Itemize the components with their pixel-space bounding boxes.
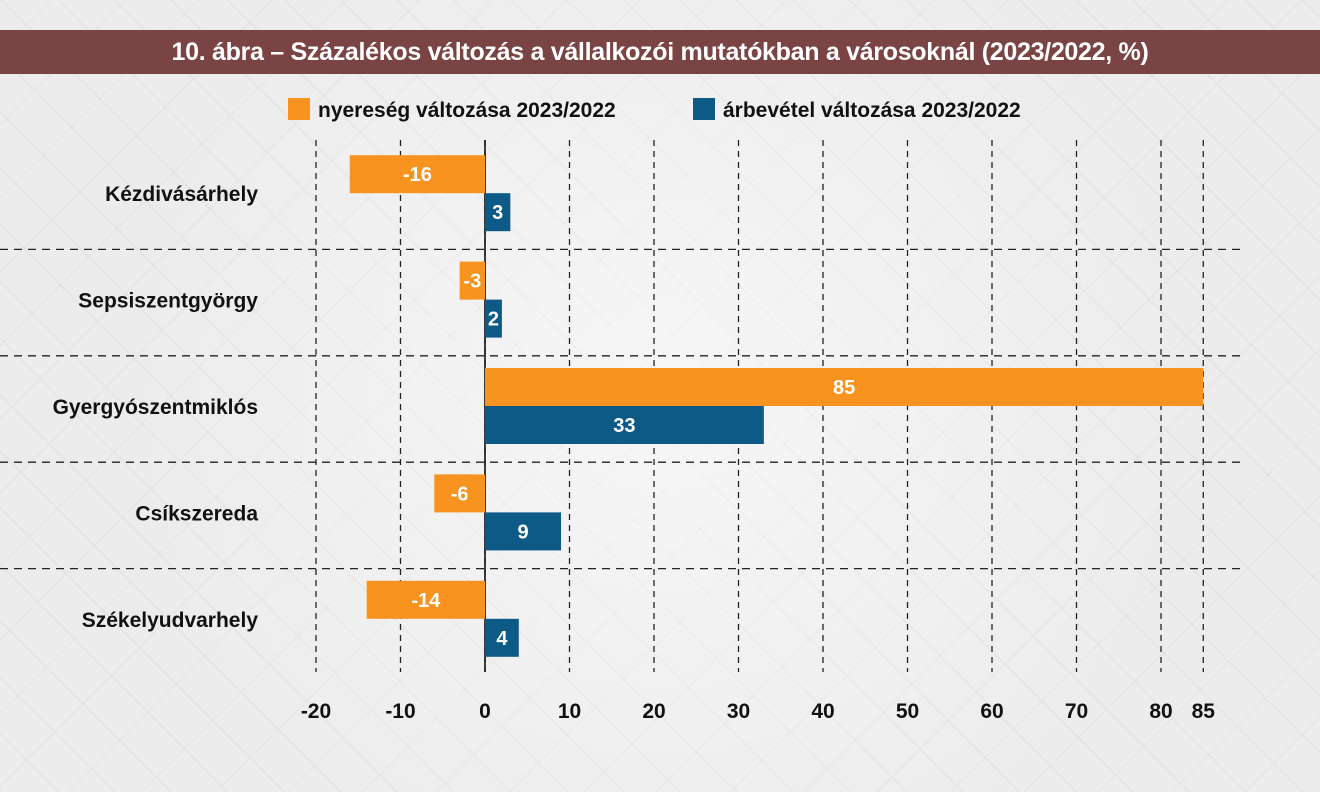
data-label: 3	[492, 202, 503, 224]
bar-arbevetel	[485, 512, 562, 551]
data-label: -14	[411, 590, 441, 612]
x-tick-label: 60	[980, 700, 1003, 723]
bar-arbevetel	[485, 618, 519, 657]
bar-nyereseg	[349, 155, 485, 194]
x-tick-label: 0	[479, 700, 491, 723]
chart-title: 10. ábra – Százalékos változás a vállalk…	[0, 30, 1320, 74]
x-tick-label: 80	[1149, 700, 1172, 723]
legend: nyereség változása 2023/2022 árbevétel vá…	[288, 98, 1021, 122]
legend-swatch	[288, 98, 310, 120]
bar-arbevetel	[485, 406, 764, 444]
category-label: Székelyudvarhely	[82, 609, 259, 632]
data-label: 4	[496, 628, 508, 650]
data-label: 33	[613, 415, 635, 437]
x-tick-label: 70	[1065, 700, 1088, 723]
bar-arbevetel	[485, 299, 502, 338]
data-label: -16	[403, 164, 432, 186]
bar-nyereseg	[459, 261, 485, 300]
data-label: 2	[488, 309, 499, 331]
bar-nyereseg	[485, 368, 1204, 406]
bars	[349, 155, 1204, 657]
x-tick-label: -10	[385, 700, 415, 723]
bar-nyereseg	[434, 474, 485, 513]
data-label: -6	[451, 483, 469, 505]
bar-arbevetel	[485, 193, 511, 232]
x-tick-label: 20	[642, 700, 665, 723]
x-tick-label: 85	[1192, 700, 1216, 723]
x-tick-label: 10	[558, 700, 581, 723]
legend-label: árbevétel változása 2023/2022	[723, 99, 1021, 122]
legend-label: nyereség változása 2023/2022	[318, 99, 616, 122]
category-label: Sepsiszentgyörgy	[78, 290, 258, 313]
x-tick-label: 50	[896, 700, 919, 723]
x-tick-label: 40	[811, 700, 834, 723]
category-label: Gyergyószentmiklós	[53, 396, 258, 419]
labels: -20 -10 0 10 20 30 40 50 60 70 80 85 Kézdivásárhely -…	[53, 164, 1216, 723]
x-tick-label: -20	[301, 700, 331, 723]
x-tick-label: 30	[727, 700, 750, 723]
data-label: -3	[463, 271, 481, 293]
bar-nyereseg	[366, 580, 485, 619]
data-label: 9	[517, 521, 528, 543]
category-label: Kézdivásárhely	[105, 183, 258, 206]
legend-swatch	[693, 98, 715, 120]
data-label: 85	[833, 377, 855, 399]
category-label: Csíkszereda	[135, 502, 258, 525]
